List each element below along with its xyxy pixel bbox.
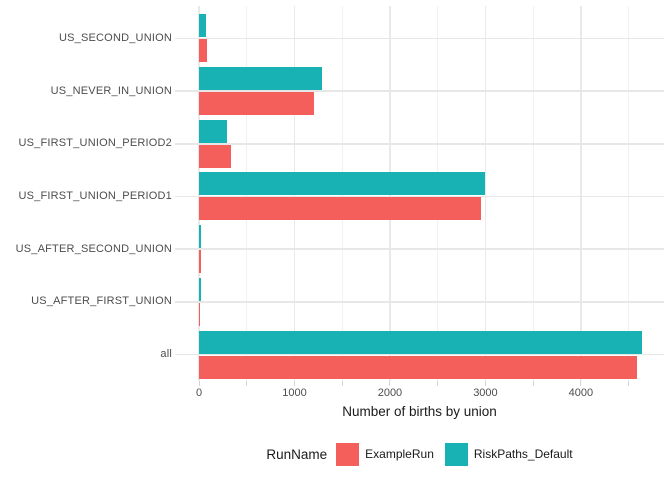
gridline-x-major	[580, 6, 582, 381]
gridline-y	[175, 195, 664, 198]
y-axis-label: US_SECOND_UNION	[58, 31, 172, 44]
bar-examplerun-us-after-second-union	[199, 250, 201, 274]
x-axis-tick-label: 1000	[282, 387, 307, 399]
legend-items: ExampleRun RiskPaths_Default	[336, 442, 573, 466]
y-axis-label: US_FIRST_UNION_PERIOD1	[18, 189, 172, 202]
x-axis-tick	[341, 381, 343, 386]
legend-label: ExampleRun	[365, 447, 434, 461]
x-axis-tick-label: 0	[195, 387, 203, 399]
x-axis-tick-label: 3000	[473, 387, 498, 399]
bar-riskpaths-default-us-second-union	[199, 14, 206, 38]
bar-riskpaths-default-us-after-second-union	[199, 225, 201, 249]
legend: RunName ExampleRun RiskPaths_Default	[175, 439, 664, 469]
y-axis-label: all	[160, 348, 172, 361]
x-axis-tick	[389, 381, 391, 386]
gridline-y	[175, 90, 664, 92]
x-axis-tick	[293, 381, 295, 386]
bar-examplerun-us-never-in-union	[199, 92, 315, 115]
y-axis-label: US_AFTER_SECOND_UNION	[15, 242, 172, 255]
y-axis-label: US_FIRST_UNION_PERIOD2	[18, 137, 172, 150]
bar-examplerun-us-first-union-period2	[199, 144, 231, 168]
legend-item-examplerun: ExampleRun	[336, 442, 434, 466]
bar-examplerun-us-after-first-union	[199, 302, 201, 326]
legend-item-riskpaths-default: RiskPaths_Default	[444, 442, 573, 466]
legend-label: RiskPaths_Default	[473, 447, 573, 461]
x-axis-tick-label: 2000	[377, 387, 403, 399]
bar-riskpaths-default-all	[199, 330, 643, 354]
gridline-x-minor	[532, 6, 534, 381]
x-axis-tick	[580, 381, 582, 386]
gridline-y	[175, 37, 664, 40]
gridline-y	[175, 301, 664, 303]
y-axis-label: US_NEVER_IN_UNION	[50, 84, 172, 97]
x-axis-tick	[198, 381, 200, 386]
gridline-y	[175, 248, 664, 250]
bar-riskpaths-default-us-first-union-period2	[199, 119, 227, 143]
bar-riskpaths-default-us-never-in-union	[199, 67, 323, 90]
gridline-x-major	[484, 6, 487, 381]
x-axis-title: Number of births by union	[342, 404, 497, 419]
bar-examplerun-all	[199, 355, 638, 379]
bar-riskpaths-default-us-after-first-union	[199, 277, 201, 301]
gridline-y	[175, 142, 664, 145]
x-axis-tick	[484, 381, 486, 386]
x-axis-tick	[246, 381, 248, 386]
bar-examplerun-us-second-union	[199, 39, 208, 63]
x-axis-tick-label: 4000	[568, 387, 594, 399]
legend-swatch-examplerun	[336, 442, 360, 466]
x-axis-tick	[628, 381, 630, 386]
legend-title: RunName	[266, 446, 328, 462]
x-axis-tick	[437, 381, 439, 386]
legend-swatch-riskpaths-default	[444, 442, 468, 466]
gridline-x-minor	[628, 6, 630, 381]
bar-examplerun-us-first-union-period1	[199, 197, 481, 221]
x-axis-tick	[532, 381, 534, 386]
y-axis-label: US_AFTER_FIRST_UNION	[31, 295, 172, 308]
gridline-y	[175, 353, 664, 356]
bar-riskpaths-default-us-first-union-period1	[199, 172, 486, 196]
